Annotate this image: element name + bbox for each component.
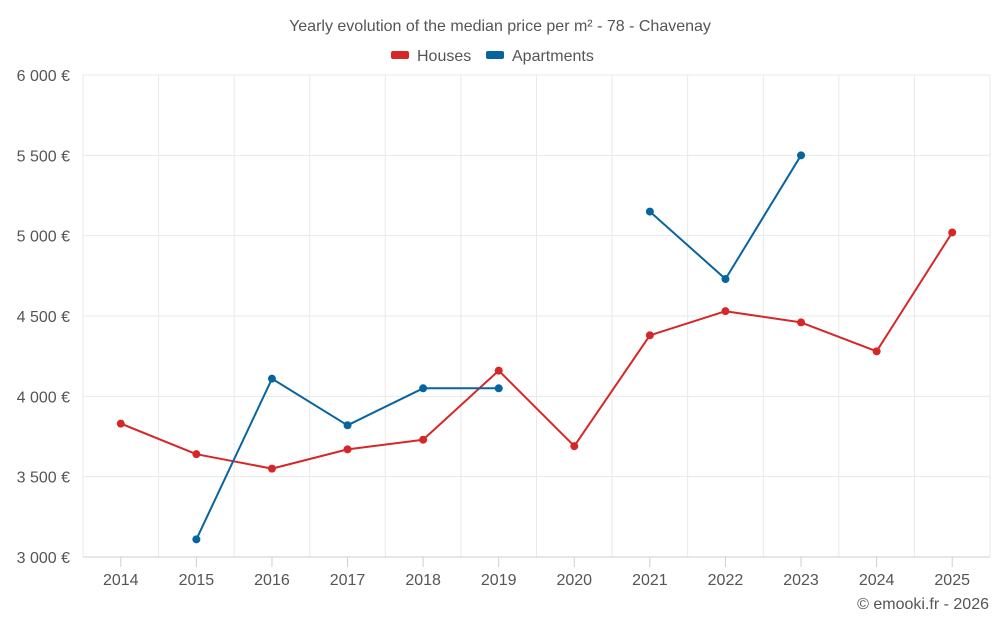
data-point-houses[interactable] [116, 419, 125, 428]
legend-swatch-houses[interactable] [391, 51, 409, 59]
y-tick-label: 5 000 € [17, 229, 70, 246]
data-point-apartments[interactable] [645, 207, 654, 216]
x-tick-label: 2025 [934, 572, 970, 589]
data-point-houses[interactable] [948, 228, 957, 237]
credit-text: © emooki.fr - 2026 [857, 596, 989, 613]
axes: 3 000 € 3 500 € 4 000 € 4 500 € 5 000 € 5 500… [17, 68, 990, 589]
data-point-houses[interactable] [192, 450, 201, 459]
data-point-houses[interactable] [494, 366, 503, 375]
series-line-houses [119, 231, 954, 470]
x-tick-label: 2022 [708, 572, 744, 589]
data-point-houses[interactable] [419, 435, 428, 444]
series-line-apartments [195, 377, 500, 541]
data-point-houses[interactable] [343, 445, 352, 454]
data-point-houses[interactable] [797, 318, 806, 327]
x-tick-label: 2019 [481, 572, 517, 589]
data-point-apartments[interactable] [797, 151, 806, 160]
y-tick-label: 5 500 € [17, 148, 70, 165]
data-point-houses[interactable] [267, 464, 276, 473]
data-point-houses[interactable] [570, 442, 579, 451]
x-tick-label: 2020 [556, 572, 592, 589]
legend-swatch-apartments[interactable] [486, 51, 504, 59]
chart-title: Yearly evolution of the median price per… [289, 18, 711, 35]
grid [82, 74, 991, 557]
x-tick-label: 2017 [330, 572, 366, 589]
data-point-houses[interactable] [721, 307, 730, 316]
series-houses [116, 228, 957, 473]
data-point-apartments[interactable] [192, 535, 201, 544]
series-apartments [192, 151, 806, 544]
y-tick-label: 4 000 € [17, 389, 70, 406]
x-tick-label: 2016 [254, 572, 290, 589]
x-tick-label: 2023 [783, 572, 819, 589]
data-point-apartments[interactable] [419, 384, 428, 393]
legend-label-apartments[interactable]: Apartments [512, 48, 594, 65]
data-point-apartments[interactable] [721, 275, 730, 284]
data-point-apartments[interactable] [267, 374, 276, 383]
y-tick-label: 4 500 € [17, 309, 70, 326]
legend[interactable]: Houses Apartments [391, 48, 594, 65]
y-tick-label: 3 000 € [17, 550, 70, 567]
data-point-houses[interactable] [645, 331, 654, 340]
series [116, 151, 957, 544]
x-tick-label: 2014 [103, 572, 139, 589]
x-tick-label: 2024 [859, 572, 895, 589]
series-line-apartments [648, 154, 802, 280]
x-tick-label: 2021 [632, 572, 668, 589]
x-tick-label: 2015 [179, 572, 215, 589]
data-point-apartments[interactable] [343, 421, 352, 430]
data-point-apartments[interactable] [494, 384, 503, 393]
data-point-houses[interactable] [872, 347, 881, 356]
y-tick-label: 6 000 € [17, 68, 70, 85]
legend-label-houses[interactable]: Houses [417, 48, 471, 65]
x-tick-label: 2018 [405, 572, 441, 589]
y-tick-label: 3 500 € [17, 470, 70, 487]
